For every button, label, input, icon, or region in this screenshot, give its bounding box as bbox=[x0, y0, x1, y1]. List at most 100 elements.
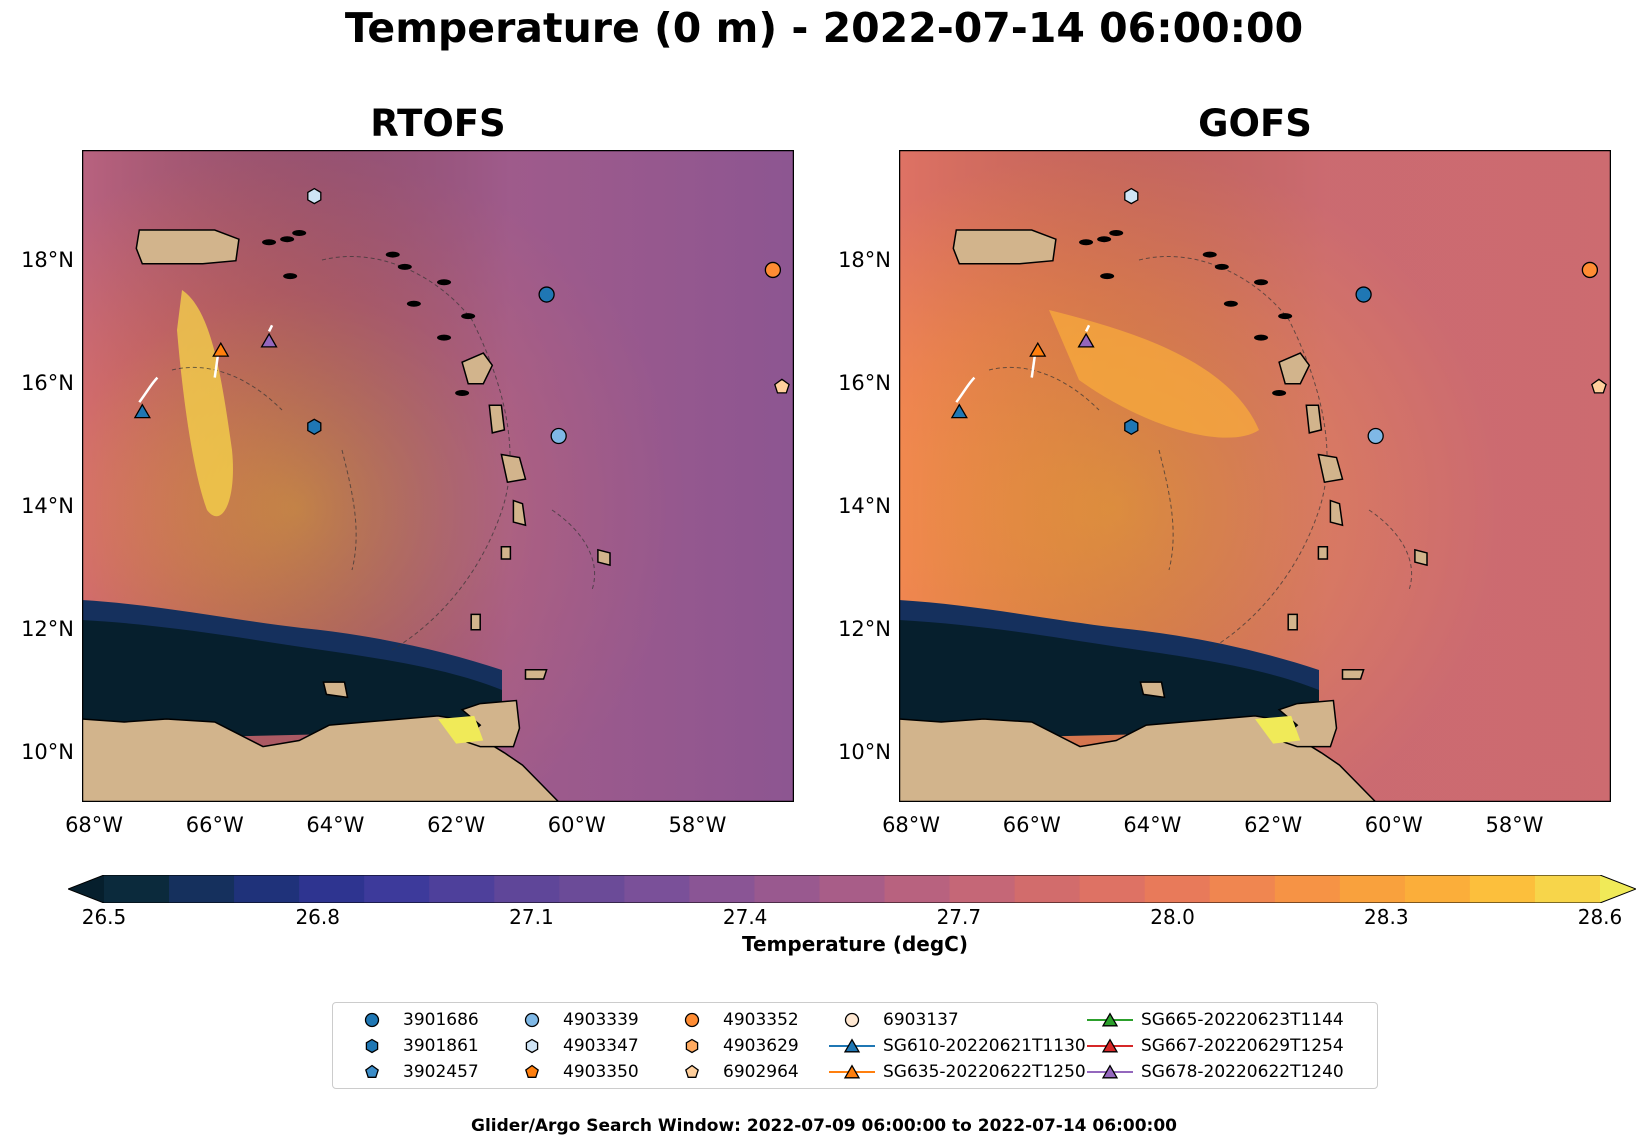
lon-tick-label: 60°W bbox=[547, 813, 606, 837]
legend-marker bbox=[1101, 1064, 1119, 1079]
colorbar-segment bbox=[754, 875, 821, 903]
lon-tick-label: 66°W bbox=[1002, 813, 1061, 837]
legend-marker bbox=[364, 1012, 380, 1028]
marker-SG610-20220621T1130 bbox=[950, 403, 968, 419]
legend-label: 4903347 bbox=[563, 1036, 639, 1056]
legend-marker bbox=[1101, 1012, 1119, 1027]
colorbar-tick-label: 27.4 bbox=[722, 905, 768, 929]
marker-SG635-20220622T1250 bbox=[1029, 341, 1047, 357]
search-window-text: Glider/Argo Search Window: 2022-07-09 06… bbox=[471, 1116, 1177, 1136]
legend-label: 6902964 bbox=[723, 1062, 799, 1082]
legend-marker bbox=[844, 1012, 860, 1028]
colorbar-extend-max bbox=[1600, 875, 1636, 903]
lat-tick-label: 10°N bbox=[21, 739, 74, 764]
lat-tick-label: 16°N bbox=[838, 370, 891, 395]
marker-4903352 bbox=[1581, 261, 1599, 279]
legend-label: 4903629 bbox=[723, 1036, 799, 1056]
legend-marker bbox=[1101, 1038, 1119, 1053]
lon-tick-label: 58°W bbox=[668, 813, 727, 837]
legend-marker bbox=[525, 1038, 539, 1054]
lat-tick-label: 18°N bbox=[838, 247, 891, 272]
lat-tick-label: 18°N bbox=[21, 247, 74, 272]
lon-tick-label: 64°W bbox=[306, 813, 365, 837]
legend-marker bbox=[843, 1038, 861, 1053]
colorbar-segment bbox=[1339, 875, 1406, 903]
legend-marker bbox=[524, 1012, 540, 1028]
marker-6902964 bbox=[774, 378, 790, 394]
lat-tick-label: 16°N bbox=[21, 370, 74, 395]
colorbar-segment bbox=[689, 875, 756, 903]
marker-4903339 bbox=[1367, 427, 1384, 445]
colorbar bbox=[68, 875, 1636, 903]
legend-label: SG610-20220621T1130 bbox=[883, 1036, 1086, 1056]
colorbar-segment bbox=[1534, 875, 1601, 903]
colorbar-tick-label: 28.6 bbox=[1577, 905, 1623, 929]
panel-title-gofs: GOFS bbox=[1198, 102, 1312, 145]
panel-title-rtofs: RTOFS bbox=[370, 102, 506, 145]
legend-label: 3901686 bbox=[403, 1010, 479, 1030]
legend-label: 4903339 bbox=[563, 1010, 639, 1030]
legend-label: 4903352 bbox=[723, 1010, 799, 1030]
legend-label: 4903350 bbox=[563, 1062, 639, 1082]
lon-tick-label: 62°W bbox=[427, 813, 486, 837]
marker-3901686 bbox=[1355, 286, 1372, 303]
colorbar-tick-label: 27.7 bbox=[936, 905, 982, 929]
rtofs-map bbox=[82, 150, 794, 802]
colorbar-segment bbox=[1209, 875, 1276, 903]
marker-6902964 bbox=[1591, 378, 1607, 394]
lat-tick-label: 12°N bbox=[838, 616, 891, 641]
colorbar-tick-label: 28.0 bbox=[1150, 905, 1195, 929]
lon-tick-label: 66°W bbox=[185, 813, 244, 837]
legend-label: SG635-20220622T1250 bbox=[883, 1062, 1086, 1082]
colorbar-tick-label: 28.3 bbox=[1364, 905, 1409, 929]
lon-tick-label: 58°W bbox=[1485, 813, 1544, 837]
legend-label: SG665-20220623T1144 bbox=[1141, 1010, 1344, 1030]
lon-tick-label: 60°W bbox=[1364, 813, 1423, 837]
colorbar-segment bbox=[299, 875, 365, 903]
marker-4903352 bbox=[764, 261, 782, 279]
legend-marker bbox=[525, 1064, 539, 1078]
colorbar-segment bbox=[1079, 875, 1146, 903]
lat-tick-label: 14°N bbox=[21, 493, 74, 518]
lon-tick-label: 68°W bbox=[882, 813, 941, 837]
colorbar-segment bbox=[559, 875, 625, 903]
colorbar-segment bbox=[364, 875, 430, 903]
marker-4903347 bbox=[1124, 187, 1139, 205]
colorbar-segment bbox=[1144, 875, 1211, 903]
marker-3901861 bbox=[307, 418, 322, 436]
legend-marker bbox=[365, 1064, 379, 1078]
marker-3901861 bbox=[1124, 418, 1139, 436]
lat-tick-label: 14°N bbox=[838, 493, 891, 518]
colorbar-segment bbox=[819, 875, 886, 903]
colorbar-extend-min bbox=[68, 875, 104, 903]
colorbar-segment bbox=[494, 875, 560, 903]
colorbar-segment bbox=[1469, 875, 1536, 903]
marker-SG635-20220622T1250 bbox=[212, 341, 230, 357]
colorbar-segment bbox=[1274, 875, 1341, 903]
marker-4903339 bbox=[550, 427, 567, 445]
colorbar-tick-label: 26.5 bbox=[81, 905, 127, 929]
figure-title: Temperature (0 m) - 2022-07-14 06:00:00 bbox=[344, 4, 1304, 52]
marker-3901686 bbox=[538, 286, 555, 303]
legend-marker bbox=[843, 1064, 861, 1079]
colorbar-label: Temperature (degC) bbox=[742, 932, 968, 956]
legend-label: SG667-20220629T1254 bbox=[1141, 1036, 1344, 1056]
marker-SG610-20220621T1130 bbox=[133, 403, 151, 419]
colorbar-segment bbox=[234, 875, 300, 903]
lat-tick-label: 12°N bbox=[21, 616, 74, 641]
colorbar-tick-label: 26.8 bbox=[295, 905, 340, 929]
legend-marker bbox=[365, 1038, 379, 1054]
legend: 3901686 3901861 3902457 4903339 4903347 49033… bbox=[332, 1002, 1378, 1089]
lon-tick-label: 68°W bbox=[65, 813, 124, 837]
lon-tick-label: 64°W bbox=[1123, 813, 1182, 837]
colorbar-segment bbox=[884, 875, 951, 903]
colorbar-tick-label: 27.1 bbox=[509, 905, 554, 929]
gofs-map bbox=[899, 150, 1611, 802]
colorbar-segment bbox=[624, 875, 690, 903]
colorbar-segment bbox=[429, 875, 495, 903]
colorbar-segment bbox=[169, 875, 235, 903]
colorbar-segment bbox=[104, 875, 170, 903]
legend-marker bbox=[685, 1064, 699, 1078]
legend-marker bbox=[684, 1012, 700, 1028]
legend-marker bbox=[685, 1038, 699, 1054]
